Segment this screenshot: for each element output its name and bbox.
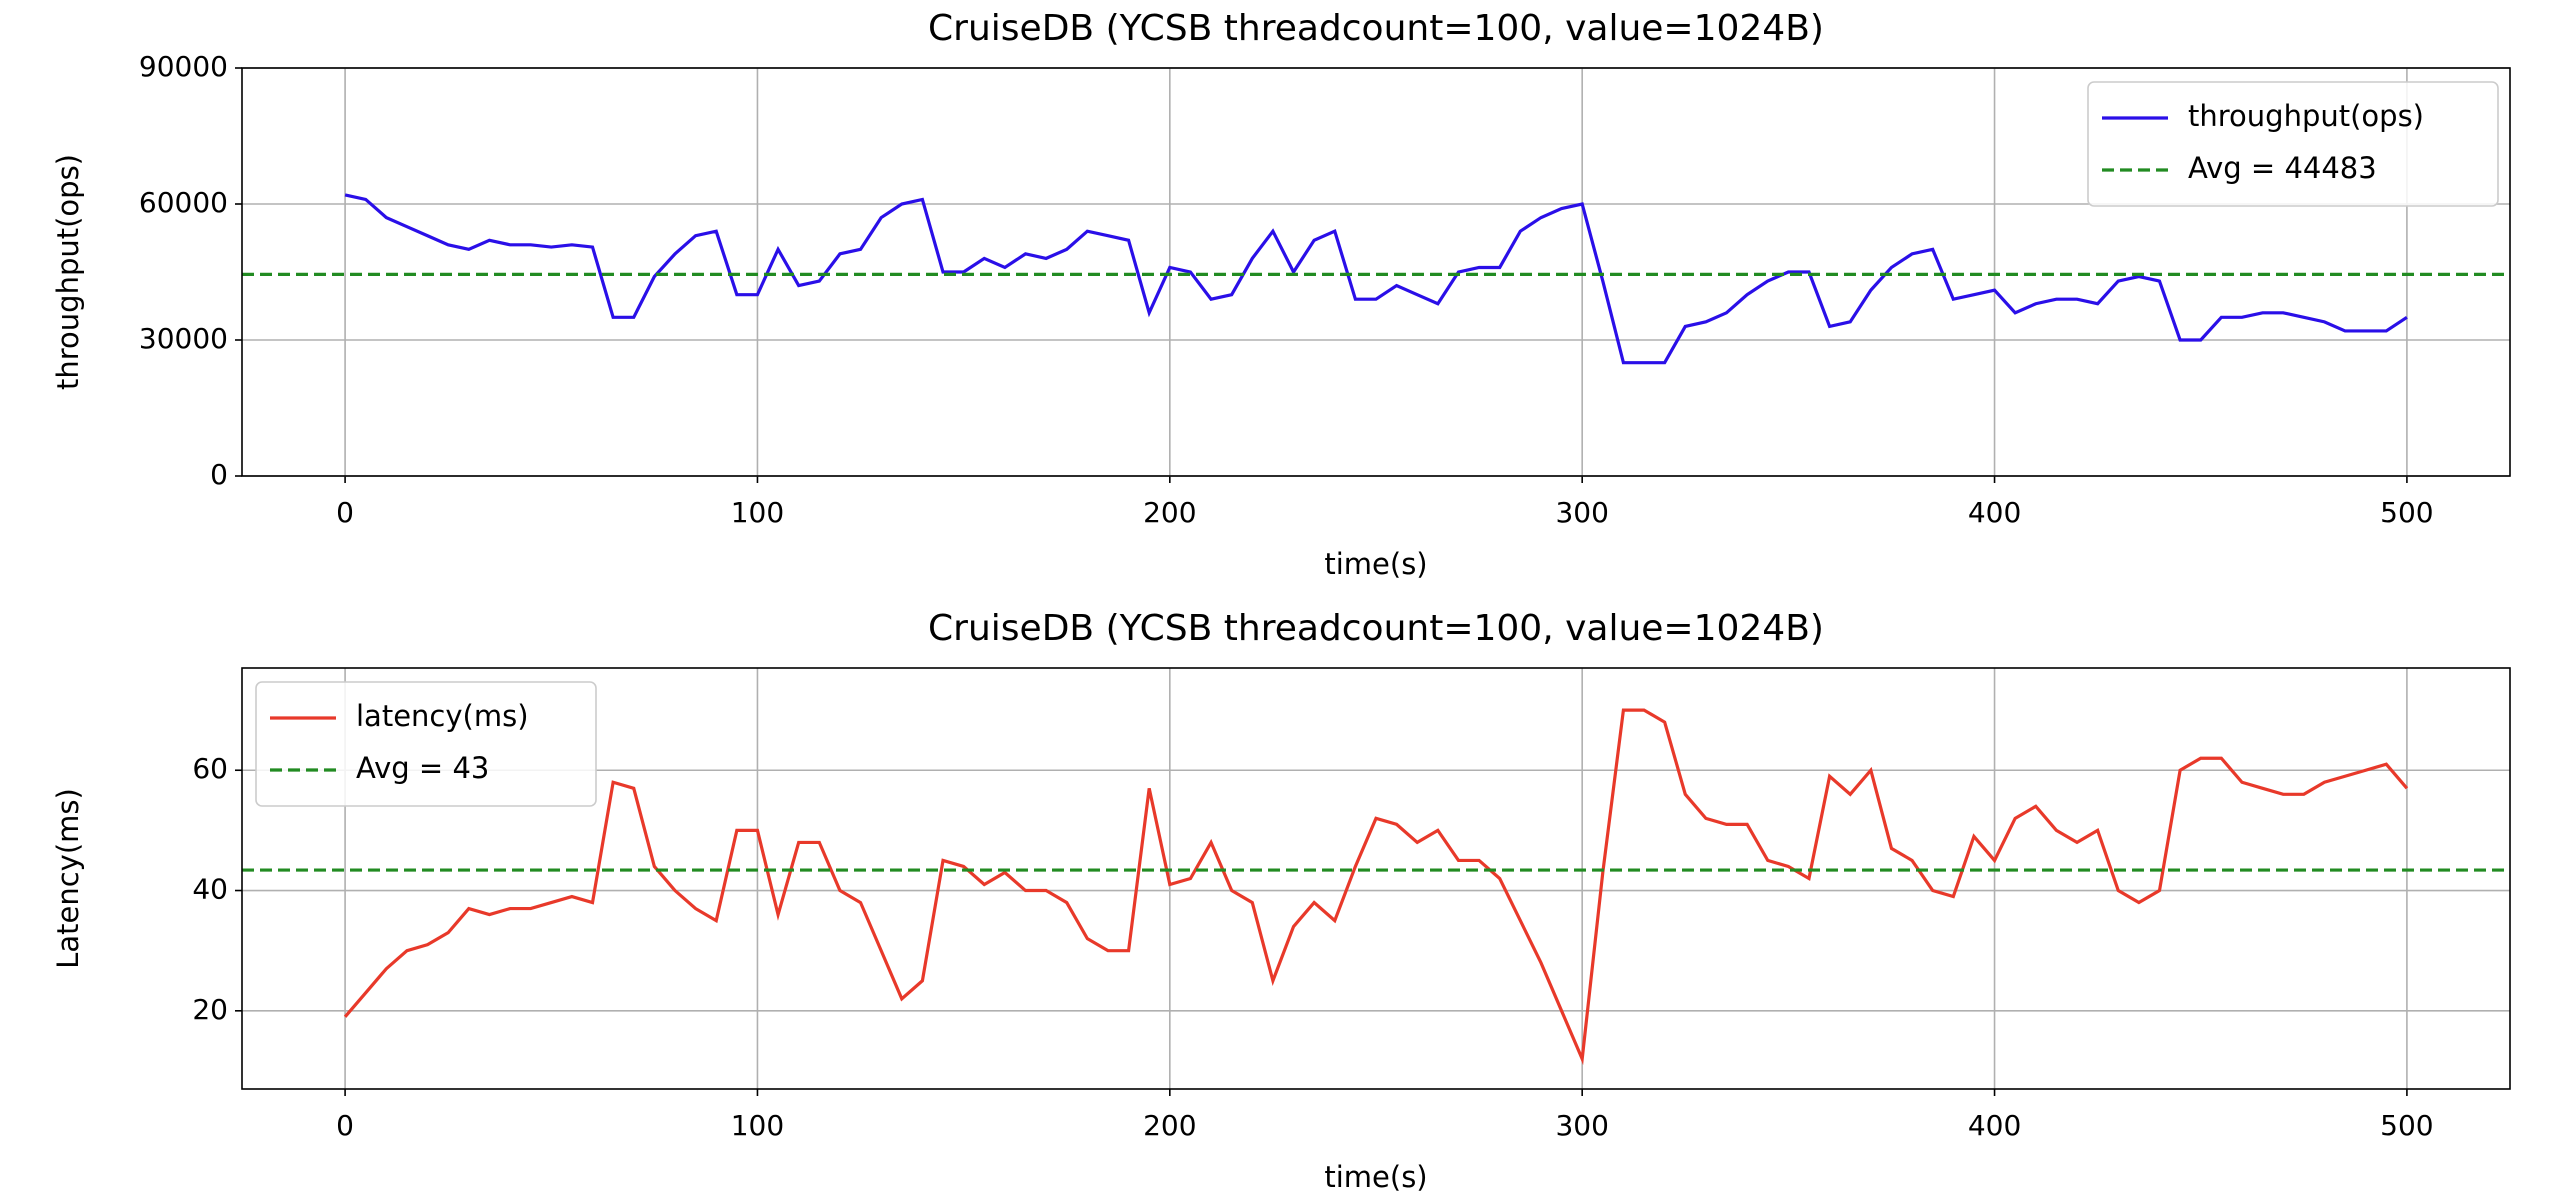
x-tick-label: 200 [1143,1109,1196,1142]
x-tick-label: 500 [2380,1109,2433,1142]
y-tick-label: 30000 [139,322,228,355]
plot-frame [241,67,2511,477]
y-tick-label: 60 [192,752,228,785]
x-tick-label: 0 [336,496,354,529]
x-tick-label: 300 [1555,1109,1608,1142]
y-tick-label: 90000 [139,50,228,83]
y-tick-label: 40 [192,873,228,906]
chart-title: CruiseDB (YCSB threadcount=100, value=10… [928,608,1824,649]
y-tick-label: 20 [192,993,228,1026]
legend-label: throughput(ops) [2188,99,2424,133]
x-tick-label: 100 [731,1109,784,1142]
x-tick-label: 200 [1143,496,1196,529]
chart-title: CruiseDB (YCSB threadcount=100, value=10… [928,8,1824,49]
x-tick-label: 400 [1968,496,2021,529]
x-tick-label: 300 [1555,496,1608,529]
y-axis-label: Latency(ms) [51,788,85,969]
x-tick-label: 400 [1968,1109,2021,1142]
x-tick-label: 500 [2380,496,2433,529]
y-tick-label: 60000 [139,186,228,219]
x-axis-label: time(s) [1324,547,1427,581]
x-tick-label: 100 [731,496,784,529]
legend-box [2087,81,2499,207]
legend-label: latency(ms) [356,699,529,733]
legend-box [255,681,597,807]
data-line [343,708,2409,1066]
y-axis-label: throughput(ops) [51,154,85,390]
x-axis-label: time(s) [1324,1160,1427,1194]
legend-label: Avg = 44483 [2188,151,2377,185]
data-line [344,193,2408,365]
y-tick-label: 0 [210,458,228,491]
x-tick-label: 0 [336,1109,354,1142]
plot-frame [241,667,2511,1090]
legend-label: Avg = 43 [356,751,489,785]
